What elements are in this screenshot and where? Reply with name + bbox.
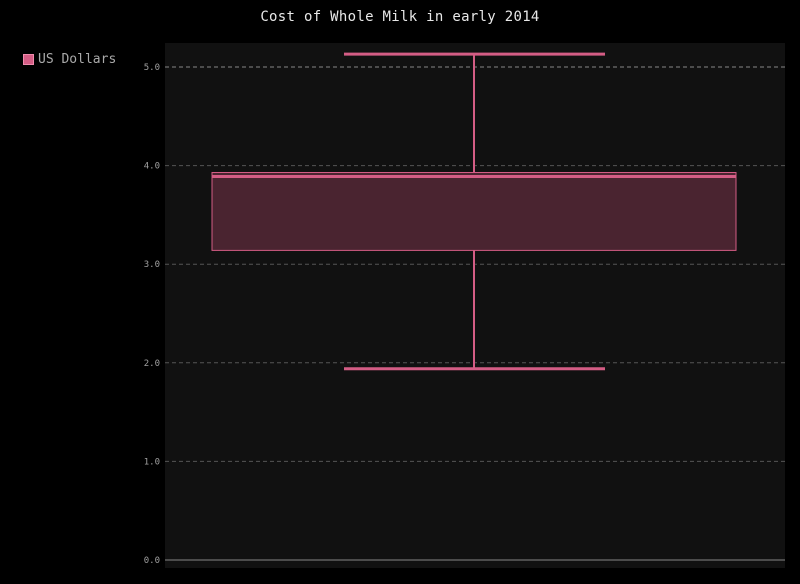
- legend-label: US Dollars: [38, 52, 117, 67]
- y-tick-label: 4.0: [144, 162, 160, 172]
- y-tick-label: 1.0: [144, 457, 160, 467]
- iqr-box: [211, 172, 737, 251]
- box-plot: [211, 52, 737, 371]
- y-tick-label: 5.0: [144, 63, 160, 73]
- y-tick-label: 2.0: [144, 359, 160, 369]
- y-tick-label: 0.0: [144, 556, 160, 566]
- legend-swatch: [23, 54, 34, 65]
- y-axis-ticks: 0.0 1.0 2.0 3.0 4.0 5.0: [144, 63, 160, 566]
- y-tick-label: 3.0: [144, 260, 160, 270]
- legend[interactable]: US Dollars: [23, 52, 116, 67]
- chart-title: Cost of Whole Milk in early 2014: [260, 9, 540, 25]
